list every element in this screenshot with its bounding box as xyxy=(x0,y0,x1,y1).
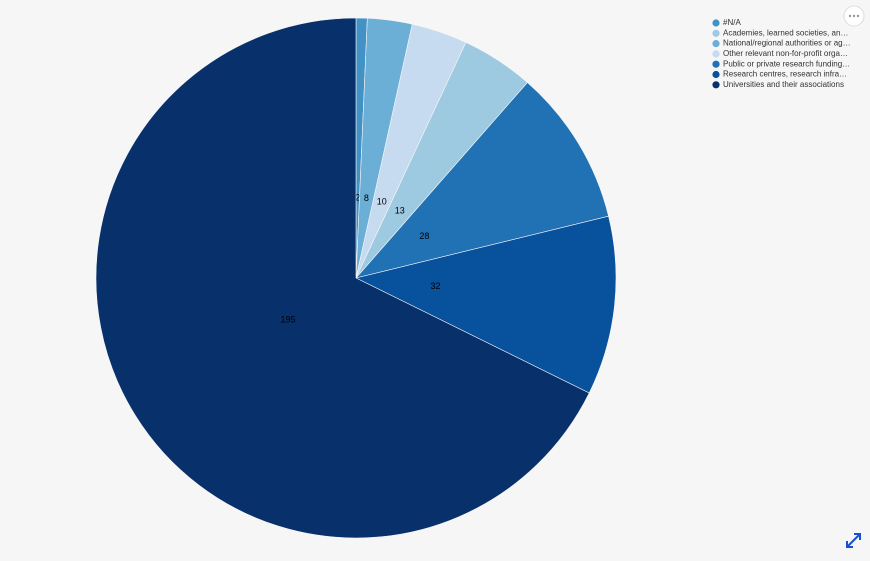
menu-button[interactable] xyxy=(843,5,865,27)
data-label: 195 xyxy=(281,315,296,325)
data-label: 28 xyxy=(419,231,429,241)
legend-label: #N/A xyxy=(723,18,741,27)
pie-slice xyxy=(355,82,609,279)
legend-label: Other relevant non-for-profit orga… xyxy=(723,49,848,58)
legend-label: National/regional authorities or ag… xyxy=(723,39,851,48)
data-label: 13 xyxy=(395,205,405,215)
legend-label: Research centres, research infra… xyxy=(723,70,847,79)
menu-dot xyxy=(848,14,852,18)
legend-label: Public or private research funding… xyxy=(723,59,850,68)
legend-marker xyxy=(712,60,720,68)
legend-marker xyxy=(712,29,720,37)
expand-button[interactable] xyxy=(846,533,861,548)
data-label: 8 xyxy=(364,193,369,203)
pie-slice xyxy=(355,215,617,394)
pie-slice xyxy=(95,17,590,539)
legend-marker xyxy=(712,19,720,27)
menu-dot xyxy=(852,14,856,18)
menu-dot xyxy=(856,14,860,18)
expand-line[interactable] xyxy=(846,533,861,548)
data-label: 10 xyxy=(377,197,387,207)
legend-label: Academies, learned societies, an… xyxy=(723,28,848,37)
data-label: 2 xyxy=(355,192,360,202)
expand-arrow[interactable] xyxy=(854,533,861,540)
legend-marker xyxy=(712,70,720,79)
legend-label: Universities and their associations xyxy=(723,80,844,89)
legend-marker xyxy=(712,40,720,48)
expand-arrow[interactable] xyxy=(846,541,853,548)
legend-marker xyxy=(712,50,720,58)
data-label: 32 xyxy=(431,281,441,291)
legend-marker xyxy=(712,81,720,89)
